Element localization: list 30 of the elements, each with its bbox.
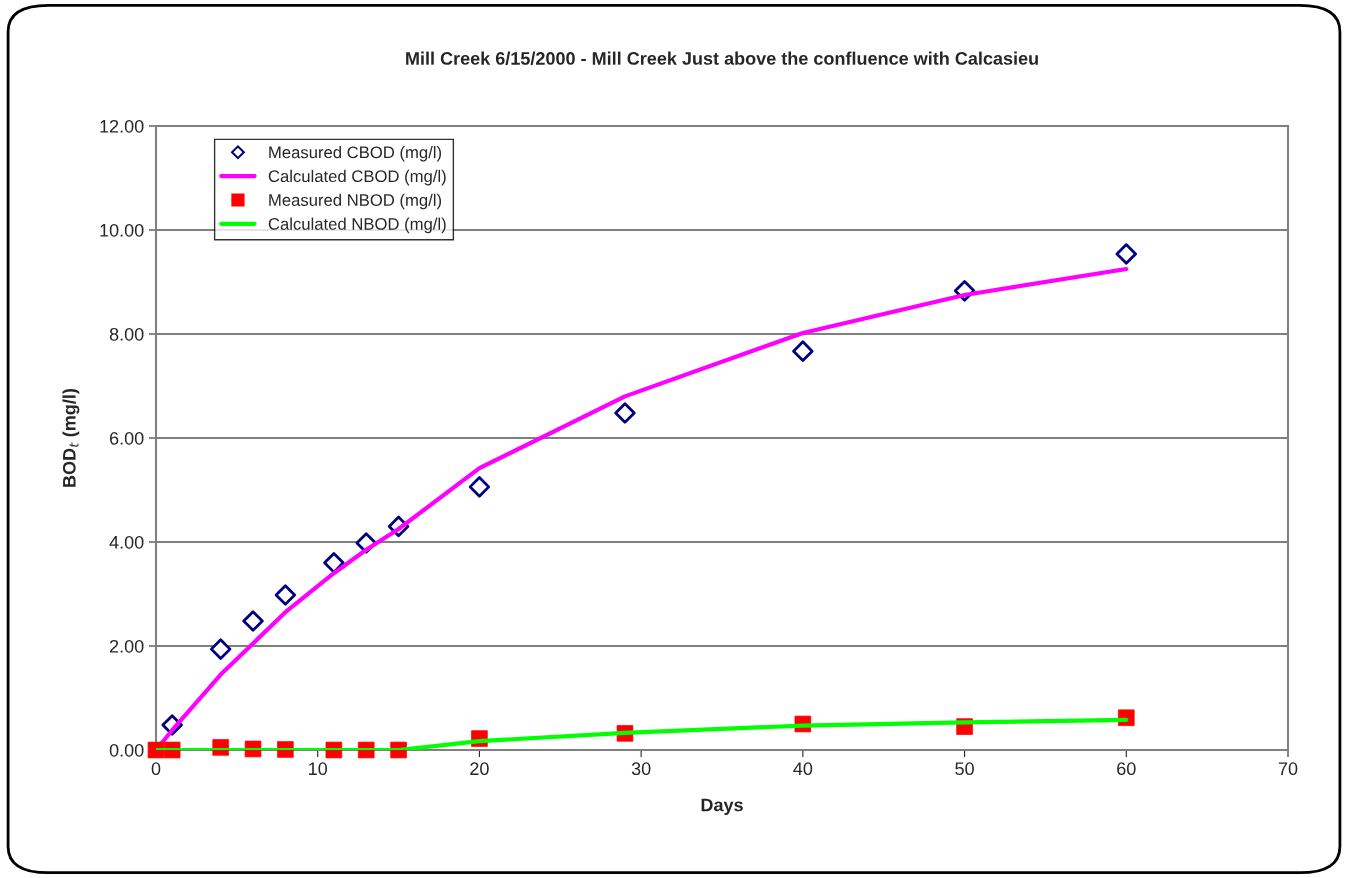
x-axis-title: Days xyxy=(701,798,743,815)
x-tick-label: 60 xyxy=(1117,762,1136,776)
legend-label: Calculated CBOD (mg/l) xyxy=(268,169,446,186)
x-tick-label: 10 xyxy=(309,762,328,776)
x-tick-label: 30 xyxy=(631,762,651,776)
x-tick-label: 70 xyxy=(1278,762,1298,776)
y-tick-label: 2.00 xyxy=(109,639,144,653)
point xyxy=(274,584,297,606)
y-tick-label: 8.00 xyxy=(109,327,144,341)
point xyxy=(468,476,491,498)
y-tick-label: 12.00 xyxy=(100,119,144,133)
x-tick-label: 20 xyxy=(470,762,489,776)
chart-title: Mill Creek 6/15/2000 - Mill Creek Just above the confluence with Calcasieu xyxy=(406,51,1038,66)
x-tick-label: 50 xyxy=(955,762,974,776)
point xyxy=(614,402,636,424)
point xyxy=(1115,243,1137,265)
point xyxy=(209,638,232,660)
y-axis-title: BOD$_{t}$ (mg/l) xyxy=(62,389,80,487)
y-tick-label: 10.00 xyxy=(100,223,144,237)
x-tick-label: 0 xyxy=(151,762,161,776)
legend-label: Measured NBOD (mg/l) xyxy=(269,193,442,210)
point xyxy=(323,552,345,574)
legend-label: Calculated NBOD (mg/l) xyxy=(268,217,446,234)
y-tick-label: 4.00 xyxy=(109,535,144,549)
y-tick-label: 6.00 xyxy=(109,431,144,445)
legend-label: Measured CBOD (mg/l) xyxy=(269,146,442,162)
x-tick-label: 40 xyxy=(793,762,813,776)
y-tick-label: 0.00 xyxy=(109,743,144,757)
point xyxy=(242,610,264,632)
point xyxy=(792,340,814,362)
